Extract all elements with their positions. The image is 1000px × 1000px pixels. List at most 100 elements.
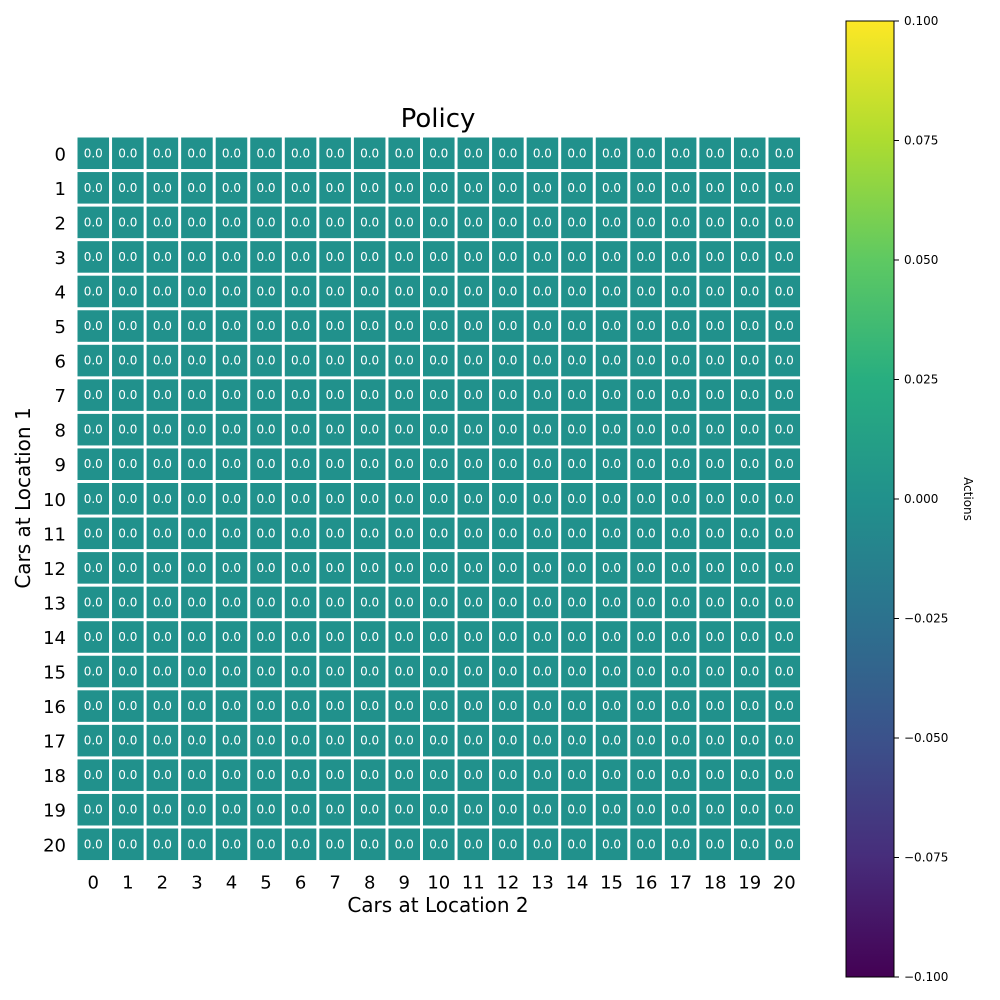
heatmap-cell-label: 0.0 [256,803,275,817]
y-tick-label: 8 [55,421,66,442]
heatmap-cell-label: 0.0 [533,319,552,333]
heatmap-cell-label: 0.0 [671,526,690,540]
heatmap-cell [664,137,697,170]
heatmap-cell-label: 0.0 [498,665,517,679]
heatmap-cell-label: 0.0 [187,354,206,368]
heatmap-cell-label: 0.0 [464,250,483,264]
x-tick-label: 12 [496,873,519,894]
heatmap-cell [733,344,766,377]
heatmap-cell-label: 0.0 [395,354,414,368]
heatmap-cell-label: 0.0 [118,284,137,298]
heatmap-cell-label: 0.0 [775,837,794,851]
heatmap-cell [768,828,801,861]
heatmap-cell-label: 0.0 [222,803,241,817]
y-tick-label: 17 [43,732,66,753]
heatmap-cell [699,206,731,239]
heatmap-cell [215,344,248,377]
heatmap-cell-label: 0.0 [706,630,725,644]
heatmap-cell-label: 0.0 [567,319,586,333]
heatmap-cell-label: 0.0 [464,699,483,713]
heatmap-cell [181,379,213,411]
heatmap-cell-label: 0.0 [637,768,656,782]
heatmap-cell-label: 0.0 [464,146,483,160]
heatmap-cell [526,552,559,584]
heatmap-cell [423,759,455,791]
heatmap-cell [250,206,282,239]
heatmap-cell-label: 0.0 [429,354,448,368]
heatmap-cell [630,483,662,515]
heatmap-cell-label: 0.0 [256,768,275,782]
heatmap-cell-label: 0.0 [567,526,586,540]
heatmap-cell [353,413,386,446]
x-tick-label: 20 [773,873,796,894]
heatmap-cell [595,759,628,791]
heatmap-cell-label: 0.0 [222,768,241,782]
heatmap-cell-label: 0.0 [429,665,448,679]
heatmap-cell [250,241,282,273]
heatmap-cell [215,483,248,515]
heatmap-cell [526,275,559,308]
heatmap-cell [146,137,179,170]
heatmap-cell-label: 0.0 [118,699,137,713]
x-tick-label: 17 [669,873,692,894]
heatmap-cell [733,828,766,861]
heatmap-cell-label: 0.0 [153,354,172,368]
heatmap-cell-label: 0.0 [671,354,690,368]
heatmap-cell [284,552,317,584]
x-tick-label: 6 [295,873,306,894]
y-tick-label: 3 [55,248,66,269]
heatmap-cell [77,759,110,791]
heatmap-cell [664,552,697,584]
heatmap-cell [215,724,248,757]
heatmap-cell [250,172,282,204]
heatmap-cell [699,690,731,722]
heatmap-cell-label: 0.0 [326,665,345,679]
heatmap-cell-label: 0.0 [740,146,759,160]
heatmap-cell-label: 0.0 [567,699,586,713]
heatmap-cell [457,344,490,377]
heatmap-cell [284,828,317,861]
heatmap-cell [561,483,593,515]
heatmap-cell [77,344,110,377]
heatmap-cell-label: 0.0 [706,181,725,195]
heatmap-cell-label: 0.0 [187,319,206,333]
heatmap-cell [215,586,248,619]
heatmap-cell-label: 0.0 [326,734,345,748]
heatmap-cell-label: 0.0 [637,457,656,471]
heatmap-cell [664,586,697,619]
heatmap-cell [768,206,801,239]
heatmap-cell-label: 0.0 [84,665,103,679]
heatmap-cell-label: 0.0 [360,181,379,195]
heatmap-cell [595,137,628,170]
heatmap-cell-label: 0.0 [706,215,725,229]
heatmap-cell [595,448,628,480]
heatmap-cell [630,759,662,791]
heatmap-cell [733,137,766,170]
heatmap-cell-label: 0.0 [498,734,517,748]
heatmap-cell [561,172,593,204]
heatmap-cell-label: 0.0 [187,803,206,817]
heatmap-cell-label: 0.0 [187,561,206,575]
heatmap-cell [423,448,455,480]
heatmap-cell-label: 0.0 [187,284,206,298]
heatmap-cell-label: 0.0 [464,630,483,644]
heatmap-cell-label: 0.0 [706,837,725,851]
heatmap-cell [664,344,697,377]
heatmap-cell-label: 0.0 [153,734,172,748]
heatmap-cell [181,344,213,377]
x-tick-label: 7 [329,873,340,894]
heatmap-cell [457,206,490,239]
heatmap-cell-label: 0.0 [291,665,310,679]
heatmap-cell-label: 0.0 [291,354,310,368]
heatmap-cell-label: 0.0 [222,526,241,540]
heatmap-cell-label: 0.0 [187,457,206,471]
heatmap-cell [768,621,801,653]
heatmap-cell [319,724,351,757]
heatmap-cell [457,310,490,342]
heatmap-cell [112,828,144,861]
heatmap-cell [561,137,593,170]
heatmap-cell [664,413,697,446]
heatmap-cell [699,275,731,308]
heatmap-cell-label: 0.0 [602,768,621,782]
